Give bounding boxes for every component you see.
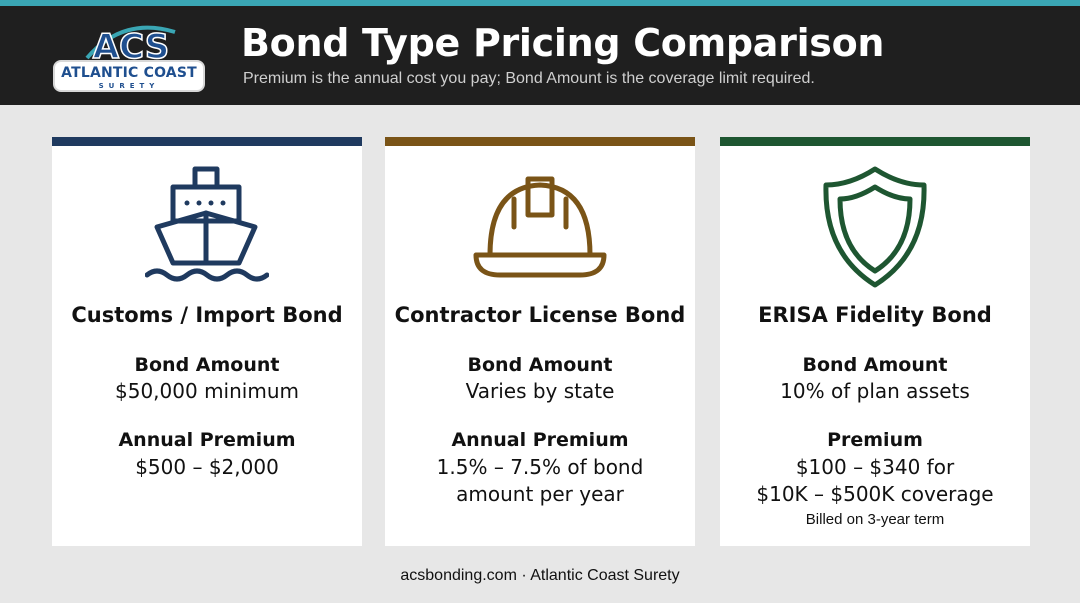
- header-bar: ACS ATLANTIC COAST SURETY Bond Type Pric…: [0, 6, 1080, 105]
- premium-value-line1: 1.5% – 7.5% of bond: [436, 455, 644, 479]
- premium-value-line2: amount per year: [456, 482, 624, 506]
- premium-value: $500 – $2,000: [135, 455, 279, 479]
- page-title: Bond Type Pricing Comparison: [241, 21, 885, 65]
- hard-hat-icon: [385, 165, 695, 290]
- premium-label: Annual Premium: [118, 429, 296, 451]
- top-accent-stripe: [0, 0, 1080, 6]
- card-color-bar: [52, 137, 362, 146]
- premium-value-line2: $10K – $500K coverage: [756, 482, 994, 506]
- ship-icon: [52, 165, 362, 290]
- shield-icon: [720, 165, 1030, 290]
- bond-amount-value: Varies by state: [465, 379, 615, 403]
- logo-company-tagline: SURETY: [98, 82, 160, 90]
- card-erisa-bond: ERISA Fidelity Bond Bond Amount 10% of p…: [720, 137, 1030, 546]
- card-title: Customs / Import Bond: [71, 303, 343, 327]
- logo-company-name: ATLANTIC COAST: [61, 65, 197, 81]
- logo-plate: [53, 60, 205, 92]
- card-customs-bond: Customs / Import Bond Bond Amount $50,00…: [52, 137, 362, 546]
- card-color-bar: [720, 137, 1030, 146]
- premium-value-line1: $100 – $340 for: [795, 455, 955, 479]
- bond-amount-value: $50,000 minimum: [115, 379, 299, 403]
- card-title: Contractor License Bond: [394, 303, 686, 327]
- billing-note: Billed on 3-year term: [805, 511, 945, 528]
- premium-label: Annual Premium: [451, 429, 629, 451]
- company-logo[interactable]: ACS ATLANTIC COAST SURETY: [53, 20, 205, 96]
- bond-amount-value: 10% of plan assets: [780, 379, 970, 403]
- page-subtitle: Premium is the annual cost you pay; Bond…: [243, 70, 815, 87]
- bond-amount-label: Bond Amount: [467, 354, 613, 376]
- card-color-bar: [385, 137, 695, 146]
- logo-mark-text: ACS: [93, 27, 169, 64]
- bond-amount-label: Bond Amount: [802, 354, 948, 376]
- card-title: ERISA Fidelity Bond: [758, 303, 992, 327]
- acs-logo-icon: ACS: [85, 25, 176, 64]
- bond-amount-label: Bond Amount: [134, 354, 280, 376]
- footer-text[interactable]: acsbonding.com · Atlantic Coast Surety: [400, 567, 680, 584]
- premium-label: Premium: [827, 429, 923, 451]
- card-contractor-bond: Contractor License Bond Bond Amount Vari…: [385, 137, 695, 546]
